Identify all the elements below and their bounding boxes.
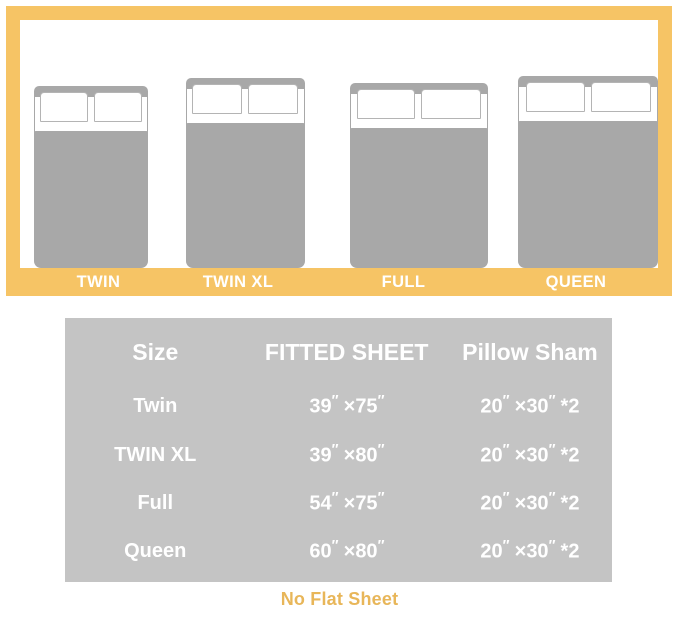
bed-size-label-twin: TWIN: [76, 273, 121, 291]
cell-pillow-sham: 20″ ×30″ *2: [480, 490, 580, 515]
size-spec-table: Size FITTED SHEET Pillow Sham Twin 39″ ×…: [65, 318, 612, 582]
column-header-fitted-sheet: FITTED SHEET: [264, 338, 429, 365]
bed-blanket-icon: [350, 128, 488, 268]
cell-fitted-sheet: 54″ ×75″: [309, 490, 384, 515]
cell-pillow-sham: 20″ ×30″ *2: [480, 442, 580, 467]
bed-blanket-icon: [518, 121, 658, 268]
pillow-icon-right: [248, 84, 298, 114]
pillow-icon-left: [526, 82, 585, 112]
cell-size: Full: [137, 491, 174, 514]
bed-size-label-full: FULL: [381, 273, 426, 291]
bed-blanket-icon: [186, 123, 305, 268]
bed-figure-twin: [34, 86, 148, 268]
cell-fitted-sheet: 60″ ×80″: [309, 538, 384, 563]
cell-size: Twin: [133, 394, 178, 417]
bed-blanket-icon: [34, 131, 148, 268]
bed-illustration-panel: [6, 6, 672, 296]
pillow-icon-left: [40, 92, 88, 122]
cell-fitted-sheet: 39″ ×80″: [309, 442, 384, 467]
cell-pillow-sham: 20″ ×30″ *2: [480, 393, 580, 418]
cell-pillow-sham: 20″ ×30″ *2: [480, 538, 580, 563]
pillow-icon-right: [94, 92, 142, 122]
bed-size-label-queen: QUEEN: [545, 273, 607, 291]
column-header-size: Size: [132, 338, 179, 365]
no-flat-sheet-caption: No Flat Sheet: [280, 589, 399, 609]
pillow-icon-right: [421, 89, 481, 119]
table-header-row: Size FITTED SHEET Pillow Sham: [65, 330, 612, 374]
bed-figure-full: [350, 83, 488, 268]
pillow-icon-right: [591, 82, 651, 112]
table-row: Twin 39″ ×75″ 20″ ×30″ *2: [65, 386, 612, 426]
bed-illustration-stage: [20, 20, 658, 268]
bed-figure-queen: [518, 76, 658, 268]
cell-fitted-sheet: 39″ ×75″: [309, 393, 384, 418]
table-row: TWIN XL 39″ ×80″ 20″ ×30″ *2: [65, 435, 612, 475]
bed-size-label-twin-xl: TWIN XL: [202, 273, 274, 291]
cell-size: Queen: [124, 539, 187, 562]
table-row: Full 54″ ×75″ 20″ ×30″ *2: [65, 483, 612, 523]
pillow-icon-left: [357, 89, 415, 119]
table-row: Queen 60″ ×80″ 20″ ×30″ *2: [65, 531, 612, 571]
bed-figure-twin-xl: [186, 78, 305, 268]
cell-size: TWIN XL: [114, 443, 197, 466]
column-header-pillow-sham: Pillow Sham: [462, 338, 598, 365]
bed-size-label-band: TWIN TWIN XL FULL QUEEN: [6, 268, 672, 296]
pillow-icon-left: [192, 84, 242, 114]
